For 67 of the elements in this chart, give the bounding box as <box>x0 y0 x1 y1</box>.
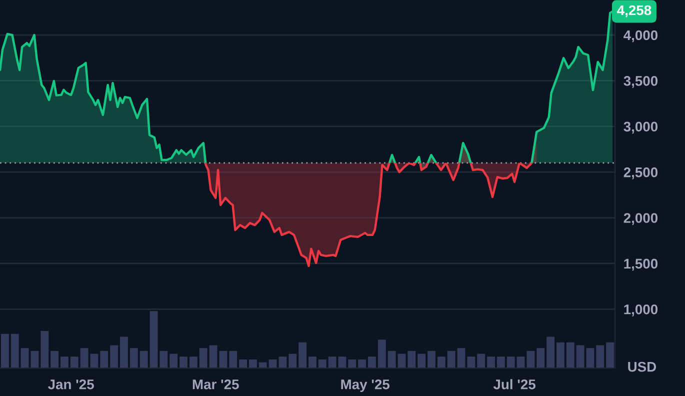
bar <box>10 334 19 368</box>
bar <box>209 345 218 368</box>
bar <box>120 336 128 368</box>
y-tick-label: 2,500 <box>624 167 658 180</box>
bar <box>358 359 366 368</box>
annotation: 4,258 <box>617 5 652 18</box>
bar <box>140 350 148 368</box>
bar <box>199 348 208 368</box>
bar <box>0 334 9 368</box>
bar <box>278 356 287 368</box>
y-tick-label: 2,000 <box>624 213 658 225</box>
text: USD <box>628 362 656 372</box>
y-tick-label: 3,000 <box>624 122 658 134</box>
bar <box>189 356 198 368</box>
bar <box>487 356 495 368</box>
y-tick-label: 4,000 <box>624 30 658 42</box>
bar <box>239 359 247 368</box>
bar <box>566 342 574 368</box>
bar <box>428 350 436 368</box>
bar <box>516 356 525 368</box>
bar <box>90 354 98 368</box>
bar <box>368 356 376 368</box>
bar <box>378 340 386 368</box>
x-tick-label: Jan '25 <box>48 379 94 390</box>
bar <box>506 356 515 368</box>
y-tick-label: 1,000 <box>624 304 658 316</box>
bar <box>546 336 554 368</box>
bar <box>496 356 505 368</box>
x-tick-label: Jul '25 <box>493 379 536 390</box>
bar <box>160 350 168 368</box>
bar <box>170 354 178 368</box>
bar <box>100 350 108 368</box>
bar <box>110 345 118 368</box>
bar <box>477 354 486 368</box>
bar <box>408 350 416 368</box>
y-tick-label: 1,500 <box>624 258 658 271</box>
bar <box>50 350 59 368</box>
bar <box>388 350 396 368</box>
bar <box>130 348 138 368</box>
bar <box>447 350 456 368</box>
bar <box>348 359 356 368</box>
bar <box>606 342 614 368</box>
bar <box>457 348 466 368</box>
bar <box>318 359 326 368</box>
x-tick-label: May '25 <box>341 379 390 392</box>
bar <box>150 311 158 368</box>
bar <box>536 348 545 368</box>
bar <box>398 354 406 368</box>
bar <box>180 356 188 368</box>
bar <box>288 354 297 368</box>
bar <box>596 345 604 368</box>
bar <box>467 356 476 368</box>
bar <box>298 342 307 368</box>
x-tick-label: Mar '25 <box>192 379 239 390</box>
y-tick-label: 3,500 <box>624 76 658 88</box>
bar <box>80 348 88 368</box>
bar <box>219 350 228 368</box>
bar <box>40 331 49 368</box>
bar <box>556 342 564 368</box>
bar <box>229 350 238 368</box>
bar <box>60 356 68 368</box>
bar <box>526 350 535 368</box>
bar <box>70 356 78 368</box>
bar <box>308 356 316 368</box>
bar <box>437 356 446 368</box>
bar <box>418 354 426 368</box>
bar <box>248 359 257 368</box>
